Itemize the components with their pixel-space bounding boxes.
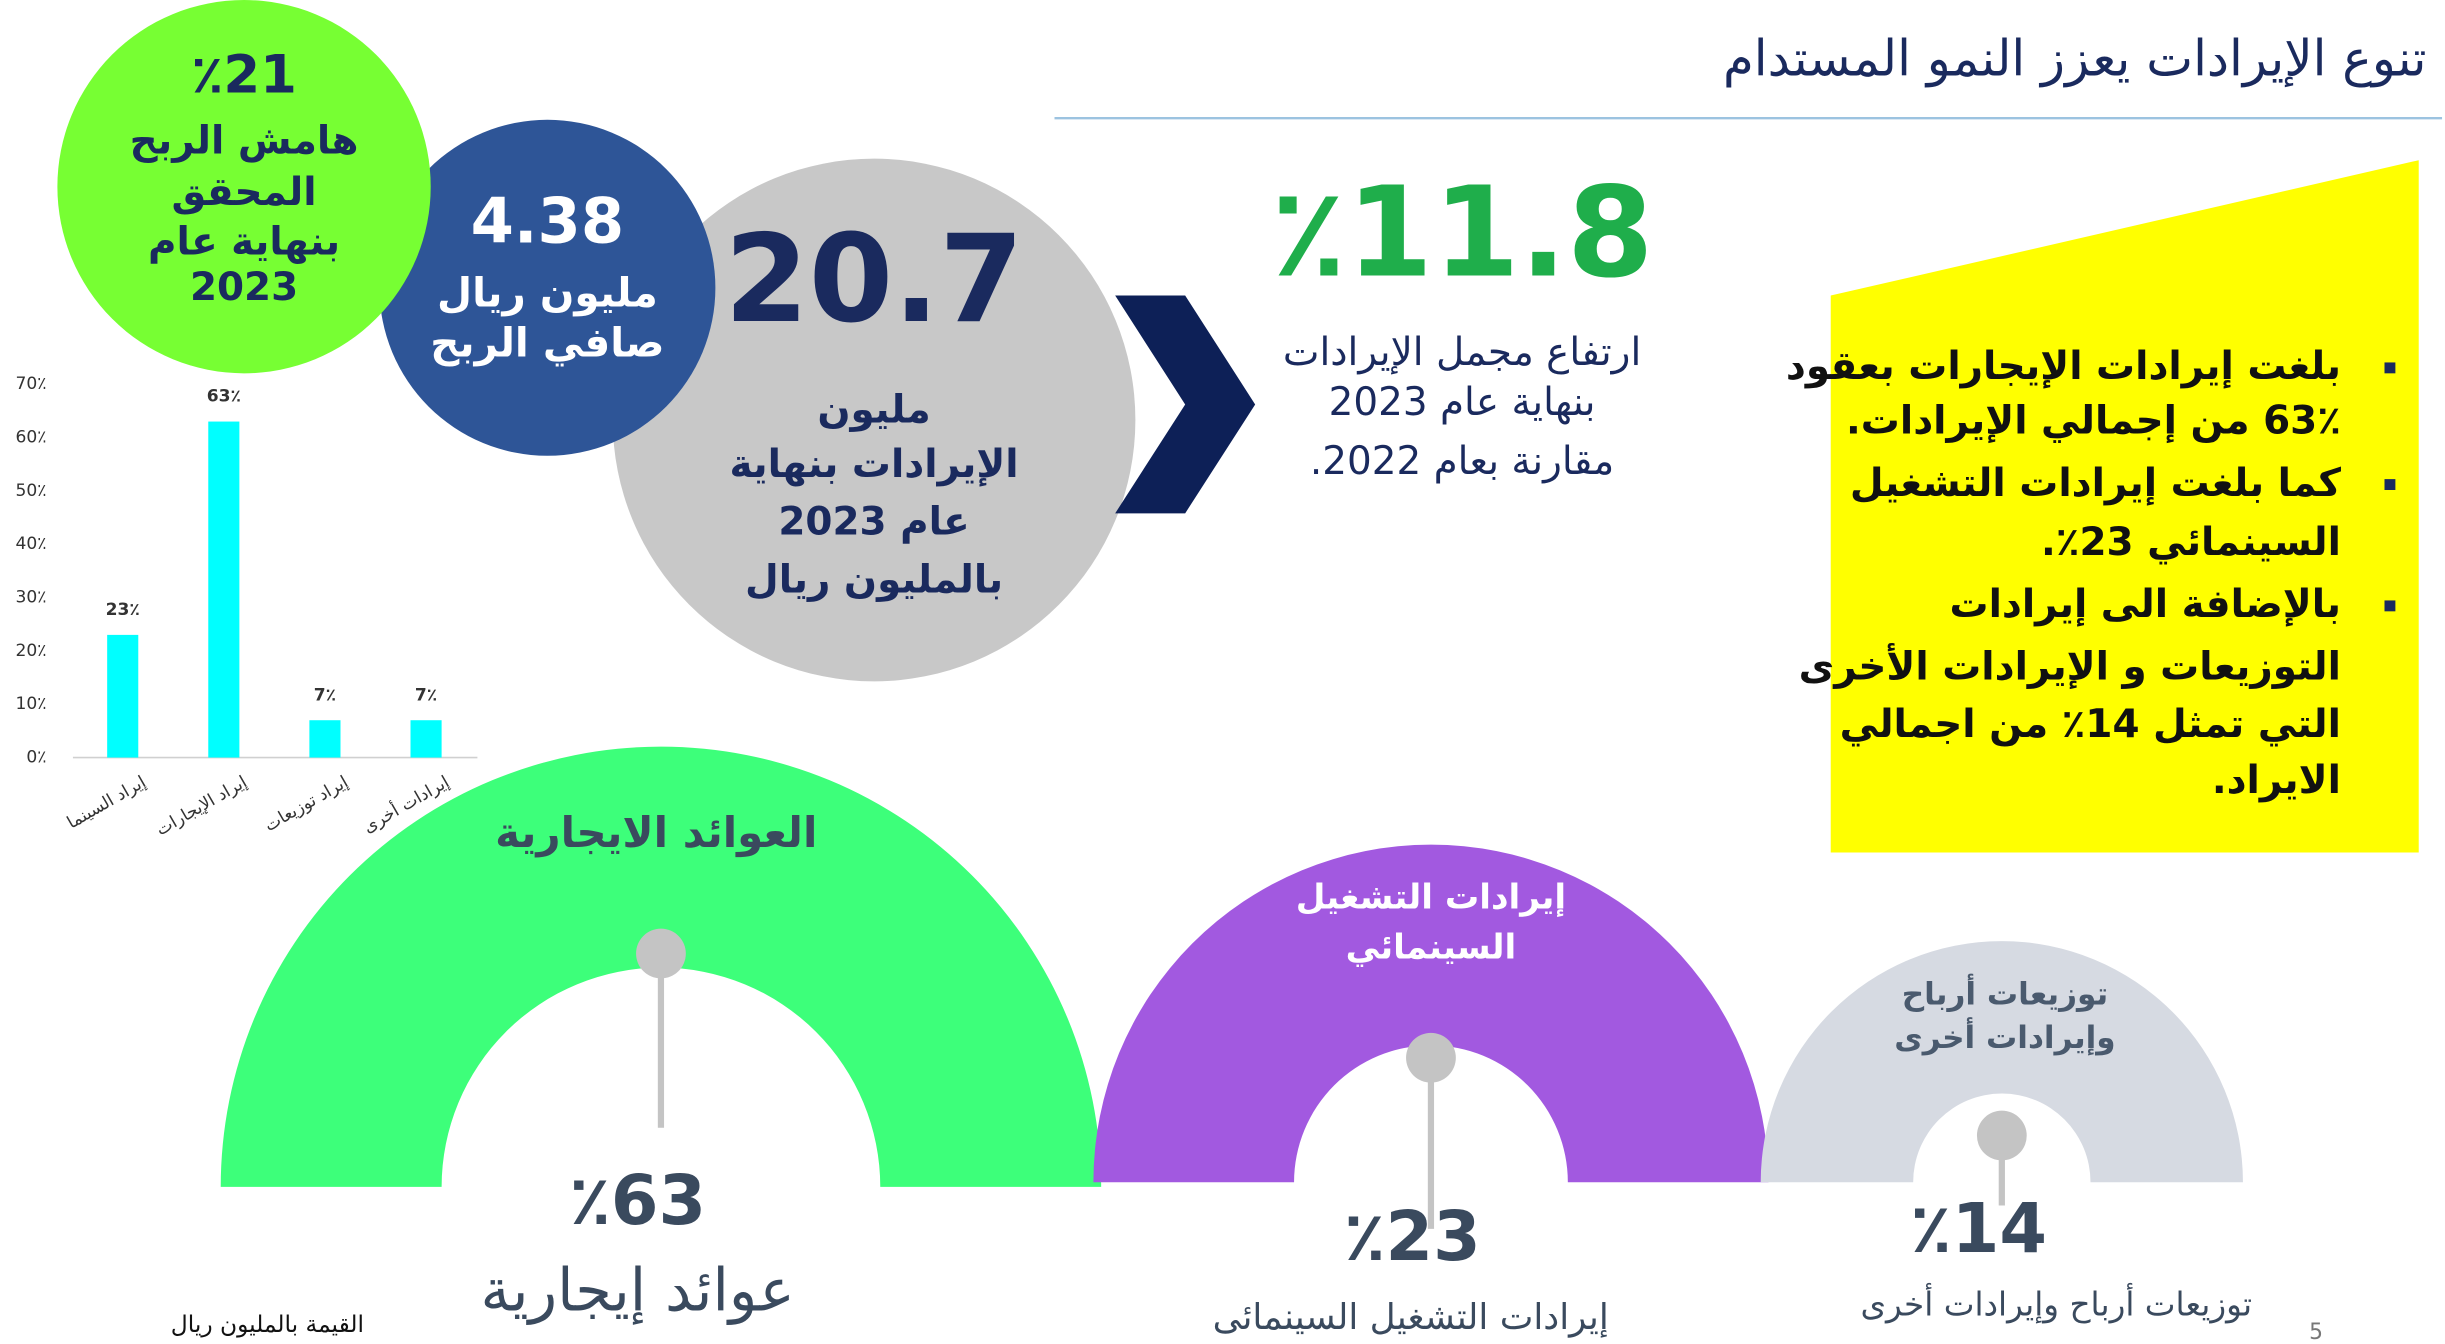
segment-caption: عوائد إيجارية (480, 1255, 794, 1325)
segment-caption: إيرادات التشغيل السينمائى (1213, 1297, 1609, 1338)
slide-title: تنوع الإيرادات يعزز النمو المستدام (1723, 30, 2427, 88)
y-tick-label: 20٪ (16, 641, 47, 661)
growth-text: مقارنة بعام 2022. (1310, 439, 1614, 484)
bar (107, 634, 139, 758)
other-arch (1760, 941, 2243, 1183)
segment-value: ٪63 (569, 1161, 706, 1241)
value-label: 7٪ (314, 685, 336, 705)
segment-title: العوائد الايجارية (495, 808, 817, 858)
chevron (1115, 295, 1256, 514)
bar (410, 720, 442, 758)
bullet-text: التي تمثل 14٪ من اجمالي (1840, 702, 2341, 747)
bar (309, 720, 341, 758)
profit-text: مليون ريال (437, 269, 658, 317)
pin-head (1976, 1110, 2027, 1161)
bullet-text: 63٪ من إجمالي الإيرادات. (1846, 399, 2341, 444)
value-label: 7٪ (415, 685, 437, 705)
revenue-value: 20.7 (724, 208, 1023, 350)
revenue-text: مليون (817, 388, 930, 433)
pin-head (636, 928, 686, 979)
y-tick-label: 60٪ (16, 428, 47, 448)
revenue-text: بالمليون ريال (745, 557, 1003, 602)
margin-text: هامش الربح (130, 119, 359, 164)
profit-circle (379, 119, 716, 456)
bullet-text: السينمائي 23٪. (2041, 520, 2341, 565)
y-tick-label: 50٪ (16, 481, 47, 501)
revenue-circle (612, 158, 1136, 682)
bullet-text: بالإضافة الى إيرادات (1950, 582, 2341, 627)
margin-value: ٪21 (191, 44, 297, 105)
segment-value: ٪14 (1910, 1189, 2047, 1269)
bullet-text: الايراد. (2212, 758, 2341, 803)
bullet-text: بلغت إيرادات الإيجارات بعقود (1786, 344, 2341, 389)
bullet (2384, 479, 2396, 490)
bullet-text: التوزيعات و الإيرادات الأخرى (1799, 641, 2341, 689)
segment-caption: توزيعات أرباح وإيرادات أخرى (1860, 1283, 2252, 1325)
y-tick-label: 70٪ (16, 374, 47, 394)
y-tick-label: 10٪ (16, 694, 47, 714)
segment-title: وإيرادات أخرى (1894, 1017, 2115, 1056)
revenue-text: عام 2023 (778, 500, 969, 545)
margin-text: المحقق (172, 170, 317, 215)
segment-value: ٪23 (1344, 1197, 1481, 1277)
growth-text: بنهاية عام 2023 (1329, 380, 1596, 425)
growth-text: ارتفاع مجمل الإيرادات (1283, 330, 1641, 375)
value-label: 63٪ (207, 387, 241, 407)
pin-head (1406, 1032, 1456, 1083)
footnote: القيمة بالمليون ريال (171, 1310, 364, 1338)
x-tick-label: إيراد السينما (64, 772, 150, 833)
profit-text: صافي الربح (430, 318, 664, 366)
highlight-box (1830, 160, 2419, 853)
revenue-text: الإيرادات بنهاية (729, 442, 1018, 487)
cinema-arch (1093, 844, 1769, 1183)
x-tick-label: إيراد الإيجارات (153, 772, 251, 840)
bullet (2384, 600, 2396, 612)
bullet (2384, 362, 2396, 374)
bar-chart: 0٪ 10٪ 20٪ 30٪ 40٪ 50٪ 60٪ 70٪ 23٪ إيراد السينما 6… (16, 374, 478, 840)
bullet-text: كما بلغت إيرادات التشغيل (1850, 461, 2341, 506)
y-tick-label: 40٪ (16, 534, 47, 554)
profit-value: 4.38 (471, 185, 625, 258)
segment-title: توزيعات أرباح (1902, 974, 2108, 1013)
x-tick-label: إيراد توزيعات (261, 772, 352, 836)
segment-title: إيرادات التشغيل (1296, 878, 1566, 918)
segment-title: السينمائي (1346, 927, 1517, 967)
growth-value: ٪11.8 (1271, 160, 1654, 305)
value-label: 23٪ (106, 600, 140, 620)
y-tick-label: 30٪ (16, 588, 47, 608)
y-tick-label: 0٪ (26, 748, 46, 768)
margin-text: بنهاية عام (148, 220, 340, 265)
page-number: 5 (2309, 1320, 2323, 1344)
margin-circle (57, 0, 431, 374)
bar (208, 421, 240, 758)
margin-text: 2023 (190, 265, 298, 310)
